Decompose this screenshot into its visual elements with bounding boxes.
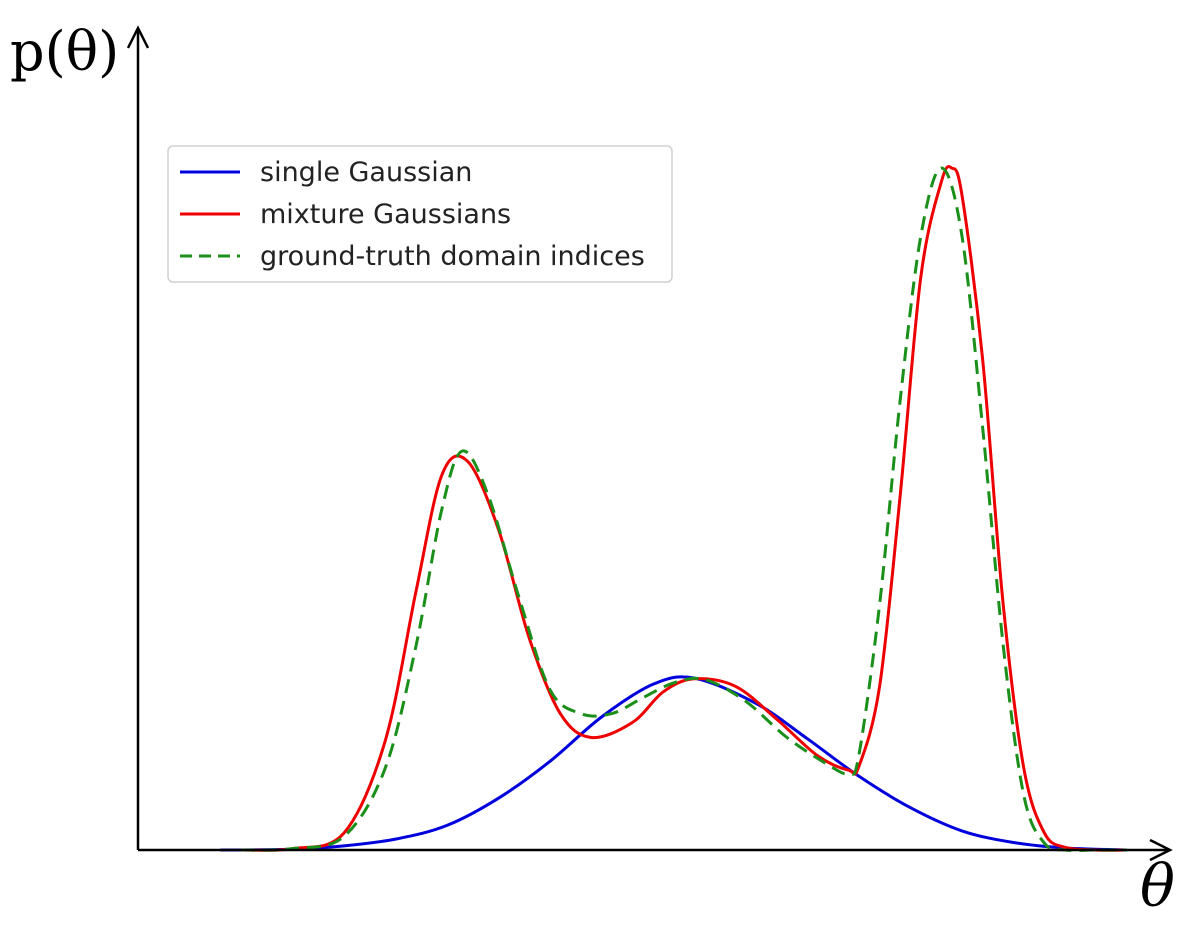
y-axis-label: p(θ) bbox=[10, 20, 119, 83]
legend-label-ground-truth: ground-truth domain indices bbox=[260, 241, 645, 272]
legend-box bbox=[167, 145, 673, 283]
series-line-mixture-gaussians bbox=[240, 165, 1127, 852]
y-axis-arrow bbox=[126, 25, 150, 49]
plot-lines bbox=[220, 165, 1127, 852]
legend-label-mixture-gaussians: mixture Gaussians bbox=[260, 199, 511, 230]
series-line-single-gaussian bbox=[220, 675, 1127, 852]
series-line-ground-truth-domain-indices bbox=[240, 166, 1127, 852]
legend-label-single-gaussian: single Gaussian bbox=[260, 157, 472, 188]
x-axis-arrow bbox=[1149, 838, 1173, 862]
x-axis-label: θ bbox=[1140, 852, 1175, 920]
legend: single Gaussian mixture Gaussians ground… bbox=[167, 145, 673, 283]
